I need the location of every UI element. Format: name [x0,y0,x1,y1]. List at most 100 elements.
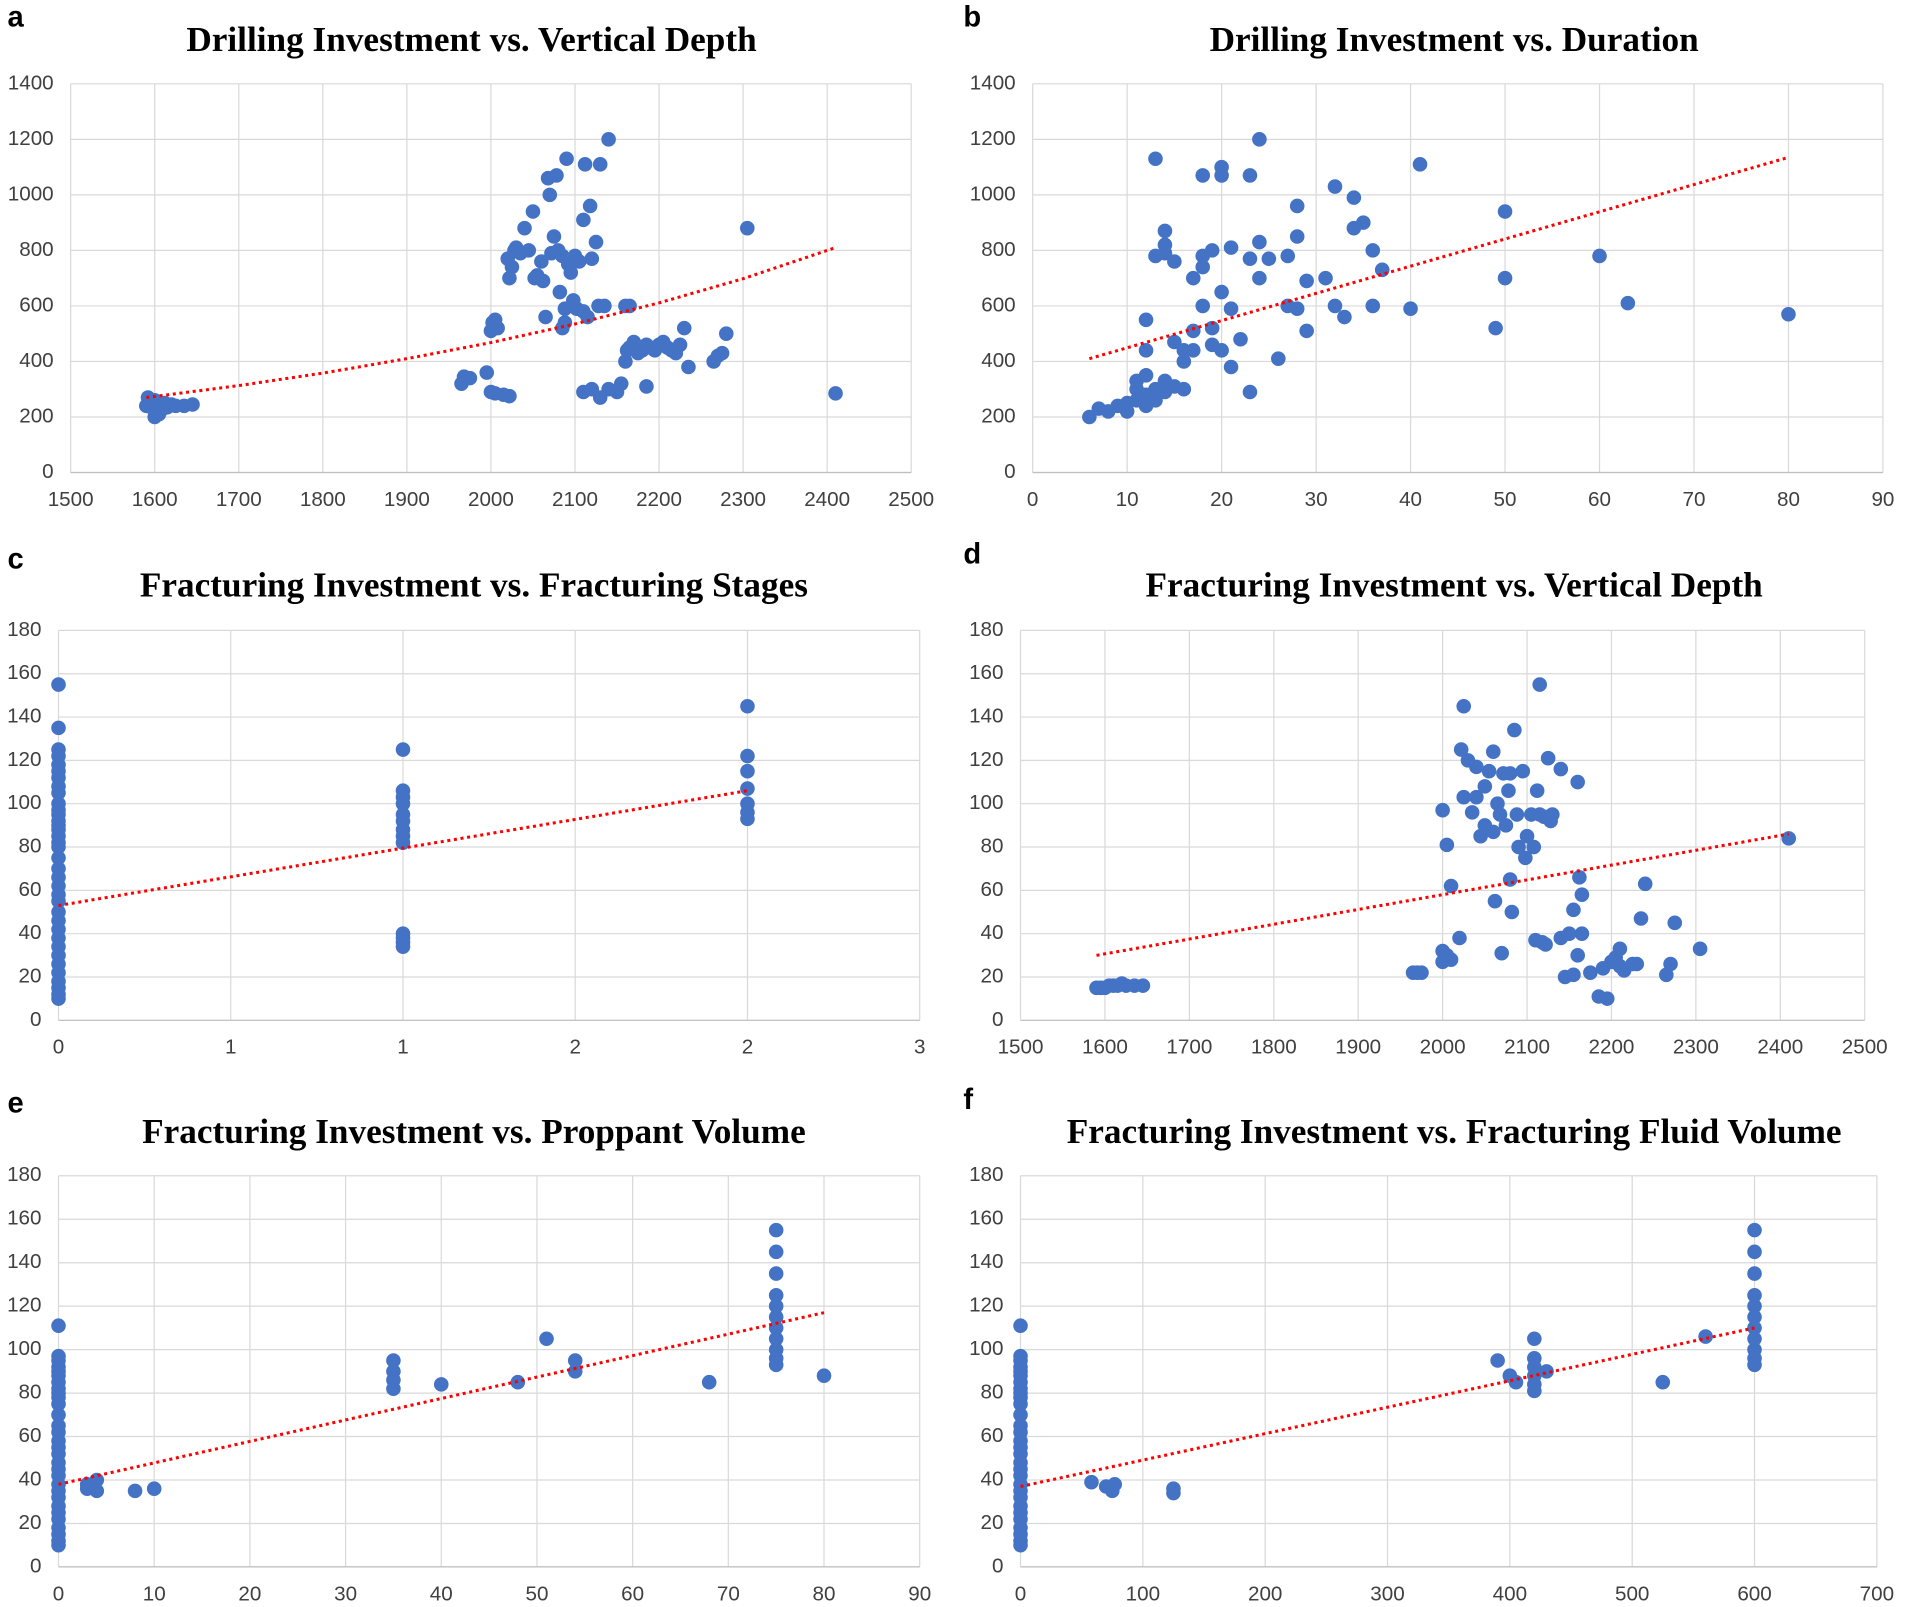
y-tick-label: 160 [7,1207,41,1230]
point [1509,807,1525,822]
point [1252,270,1267,286]
point [51,1318,66,1334]
x-tick-label: 30 [334,1582,357,1605]
point [1439,837,1455,853]
point [539,1331,554,1347]
x-tick-label: 10 [143,1582,166,1605]
point [1497,204,1513,219]
point [1561,926,1577,941]
y-tick-label: 100 [7,791,41,814]
y-tick-label: 180 [969,1163,1003,1186]
point [571,254,587,269]
trendline [58,789,748,908]
point [676,320,692,336]
point [1599,991,1615,1006]
y-tick-label: 40 [19,1467,42,1490]
point [395,796,411,811]
point [1583,965,1598,980]
point [552,284,568,300]
point [584,251,600,267]
point [1414,965,1429,980]
x-tick-label: 2 [742,1036,753,1059]
point [1107,1477,1123,1492]
point [563,265,579,280]
point [718,326,734,341]
point [1532,677,1547,692]
y-tick-label: 140 [969,705,1003,728]
point [1570,774,1585,790]
y-tick-label: 180 [7,1163,41,1186]
point [1477,779,1493,794]
point [1204,243,1220,258]
y-tick-label: 120 [969,1294,1003,1317]
point [1574,887,1590,902]
point [433,1377,449,1392]
point [1327,298,1343,314]
x-tick-label: 0 [53,1582,64,1605]
x-tick-label: 2200 [1589,1036,1635,1059]
x-tick-label: 20 [238,1582,261,1605]
point [1157,373,1173,389]
point [51,720,66,736]
point [1502,766,1518,781]
point [1629,956,1645,972]
point [1667,915,1683,931]
trendline [146,246,837,400]
x-tick-label: 400 [1493,1582,1527,1605]
point [51,677,66,692]
panel-label: d [963,539,981,571]
point [1252,132,1267,147]
y-tick-label: 20 [981,964,1004,987]
y-tick-label: 120 [7,1294,41,1317]
point [1289,229,1305,244]
panel-label: e [7,1088,23,1120]
point [386,1353,401,1368]
point [1781,306,1796,322]
point [1456,698,1472,714]
y-tick-label: 160 [969,661,1003,684]
point [525,204,541,219]
point [479,365,495,380]
point [1747,1309,1762,1325]
y-tick-label: 800 [981,238,1015,261]
y-tick-label: 20 [981,1511,1004,1534]
panel-label: a [7,2,24,34]
point [1365,243,1381,258]
x-tick-label: 0 [1015,1582,1026,1605]
point [1452,930,1467,946]
point [714,345,730,361]
x-tick-label: 40 [1399,488,1422,511]
point [1526,839,1542,855]
y-tick-label: 1200 [970,127,1016,150]
point [1464,805,1480,820]
y-tick-label: 60 [19,878,42,901]
point [588,234,604,250]
point [1166,1485,1181,1501]
point [768,1288,784,1303]
point [1592,248,1607,264]
panel-label: b [963,2,981,34]
point [1456,789,1472,805]
point [1223,240,1239,255]
point [1356,215,1371,230]
point [1529,783,1545,798]
point [386,1381,401,1397]
point [521,243,537,258]
point [1487,893,1503,909]
point [1612,941,1628,957]
point [1176,381,1192,397]
x-tick-label: 2000 [468,488,514,511]
x-tick-label: 2300 [1673,1036,1719,1059]
point [577,157,593,172]
x-tick-label: 600 [1737,1582,1771,1605]
y-tick-label: 140 [969,1250,1003,1273]
point [1566,902,1581,918]
x-tick-label: 20 [1210,488,1233,511]
y-tick-label: 140 [7,705,41,728]
point [1013,1537,1028,1553]
point [768,1298,784,1314]
point [828,386,843,401]
point [1747,1222,1762,1238]
point [1289,198,1305,214]
